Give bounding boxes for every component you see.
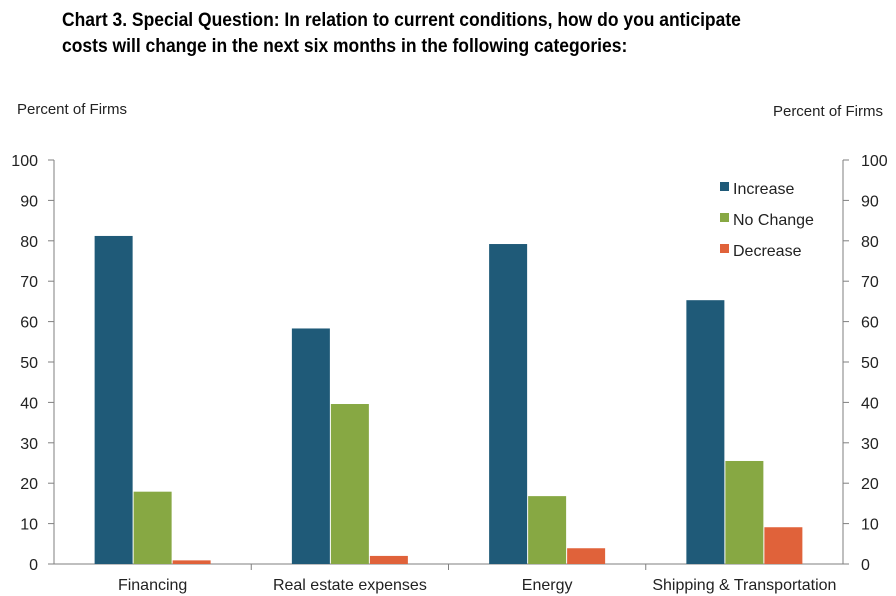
bar-decrease <box>567 548 606 564</box>
bar-increase <box>686 300 725 564</box>
y-tick-label-right: 0 <box>861 557 870 574</box>
y-tick-label-right: 80 <box>861 234 879 251</box>
y-tick-label-right: 60 <box>861 315 879 332</box>
bar-no-change <box>133 491 172 564</box>
bar-no-change <box>725 460 764 564</box>
y-tick-label-left: 100 <box>11 153 38 170</box>
legend-swatch <box>720 182 729 191</box>
y-tick-label-left: 0 <box>29 557 38 574</box>
y-axis-title-left: Percent of Firms <box>17 101 128 118</box>
chart-title: Chart 3. Special Question: In relation t… <box>62 8 816 60</box>
y-tick-label-left: 60 <box>20 315 38 332</box>
bar-increase <box>291 328 330 564</box>
bar-decrease <box>172 560 211 564</box>
legend-swatch <box>720 213 729 222</box>
x-tick-label: Energy <box>522 577 573 594</box>
legend-label: No Change <box>733 212 814 229</box>
y-tick-label-right: 30 <box>861 436 879 453</box>
x-tick-label: Financing <box>118 577 187 594</box>
y-tick-label-right: 10 <box>861 517 879 534</box>
y-tick-label-left: 20 <box>20 476 38 493</box>
chart-title-line-1: Chart 3. Special Question: In relation t… <box>62 10 741 31</box>
y-tick-label-left: 80 <box>20 234 38 251</box>
bar-increase <box>94 235 133 564</box>
y-tick-label-right: 40 <box>861 395 879 412</box>
bar-increase <box>489 244 528 565</box>
bar-no-change <box>528 496 567 564</box>
y-tick-label-left: 50 <box>20 355 38 372</box>
y-tick-label-left: 30 <box>20 436 38 453</box>
x-tick-label: Shipping & Transportation <box>652 577 836 594</box>
y-tick-label-right: 90 <box>861 193 879 210</box>
y-tick-label-left: 40 <box>20 395 38 412</box>
legend-label: Increase <box>733 181 794 198</box>
y-tick-label-right: 50 <box>861 355 879 372</box>
y-tick-label-right: 20 <box>861 476 879 493</box>
y-tick-label-right: 70 <box>861 274 879 291</box>
y-tick-label-right: 100 <box>861 153 888 170</box>
y-tick-label-left: 70 <box>20 274 38 291</box>
y-tick-label-left: 90 <box>20 193 38 210</box>
bar-decrease <box>764 527 803 564</box>
y-axis-title-right: Percent of Firms <box>772 103 883 120</box>
y-tick-label-left: 10 <box>20 517 38 534</box>
bar-no-change <box>330 404 369 564</box>
legend-label: Decrease <box>733 243 802 260</box>
x-tick-label: Real estate expenses <box>273 577 427 594</box>
bar-decrease <box>369 555 408 564</box>
chart-title-line-2: costs will change in the next six months… <box>62 36 628 57</box>
legend-swatch <box>720 244 729 253</box>
